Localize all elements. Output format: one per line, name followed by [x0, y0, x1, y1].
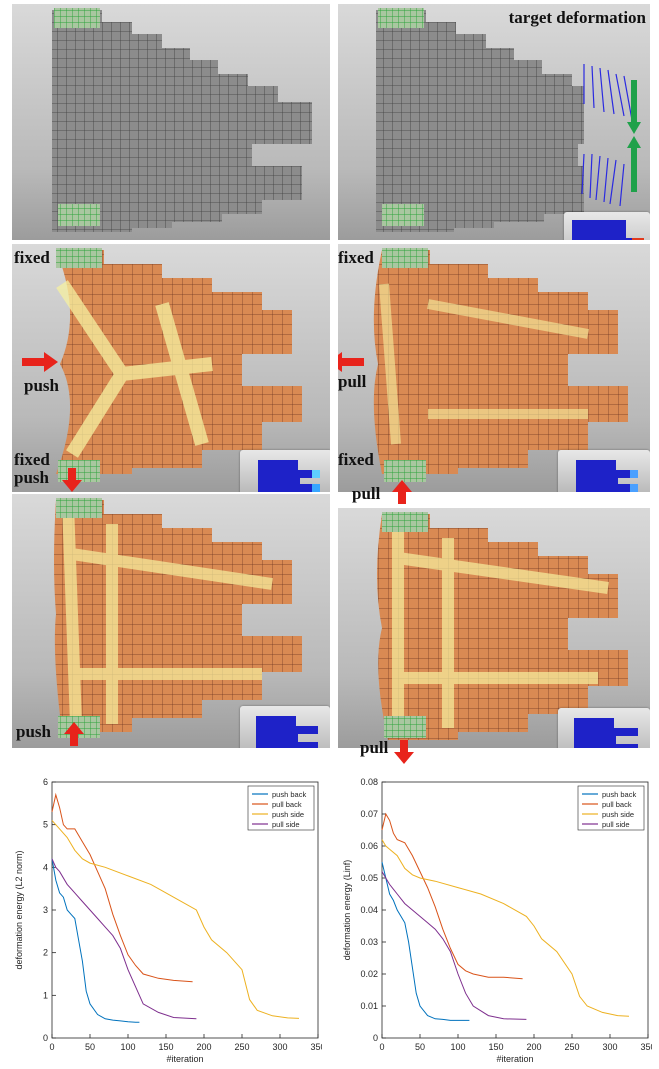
target-mesh	[376, 8, 641, 232]
arrow-up-icon	[64, 722, 84, 746]
arrow-right-icon	[22, 352, 58, 372]
label-push-top: push	[14, 468, 49, 487]
thumbnail-heatmap	[240, 450, 330, 492]
x-tick-label: 150	[488, 1042, 503, 1052]
arrow-up-icon	[392, 480, 412, 504]
arrow-down-icon	[394, 740, 414, 764]
x-tick-label: 50	[85, 1042, 95, 1052]
thumbnail-heatmap	[240, 706, 330, 748]
thumbnail-heatmap	[558, 450, 650, 492]
label-fixed-bottom: fixed	[14, 450, 50, 469]
x-axis-label: #iteration	[496, 1054, 533, 1064]
series-line-push-side	[381, 839, 630, 1017]
x-tick-label: 100	[450, 1042, 465, 1052]
y-tick-label: 0.01	[360, 1001, 378, 1011]
y-axis-label: deformation energy (L2 norm)	[14, 850, 24, 969]
label-push: push	[24, 376, 59, 395]
x-tick-label: 0	[379, 1042, 384, 1052]
arrow-left-icon	[338, 352, 364, 372]
label-pull-bottom: pull	[360, 738, 389, 757]
y-tick-label: 4	[43, 862, 48, 872]
legend-label: pull side	[272, 820, 300, 829]
y-tick-label: 0.05	[360, 873, 378, 883]
legend-label: pull back	[602, 800, 632, 809]
label-pull: pull	[338, 372, 367, 391]
series-line-pull-side	[381, 871, 527, 1020]
x-tick-label: 50	[415, 1042, 425, 1052]
y-tick-label: 0	[373, 1033, 378, 1043]
label-pull-top: pull	[352, 484, 381, 503]
panel-pull-back: fixed pull fixed	[338, 244, 650, 492]
y-tick-label: 3	[43, 905, 48, 915]
label-target-deformation: target deformation	[508, 8, 646, 27]
x-tick-label: 200	[196, 1042, 211, 1052]
x-tick-label: 150	[158, 1042, 173, 1052]
thumbnail-heatmap	[564, 212, 650, 240]
panel-pull-side	[338, 508, 650, 748]
legend	[247, 785, 315, 831]
y-tick-label: 0.04	[360, 905, 378, 915]
deformed-mesh-pull-back	[373, 248, 628, 482]
panel-push-side: push	[12, 494, 330, 748]
series-line-push-side	[51, 820, 300, 1019]
y-tick-label: 0.02	[360, 969, 378, 979]
x-tick-label: 350	[310, 1042, 322, 1052]
legend	[577, 785, 645, 831]
series-line-pull-side	[51, 858, 197, 1020]
x-tick-label: 250	[564, 1042, 579, 1052]
label-fixed-top: fixed	[338, 248, 374, 267]
panel-rest-shape	[12, 4, 330, 240]
y-tick-label: 0.06	[360, 841, 378, 851]
label-fixed-bottom: fixed	[338, 450, 374, 469]
x-tick-label: 200	[526, 1042, 541, 1052]
x-tick-label: 250	[234, 1042, 249, 1052]
y-tick-label: 0.03	[360, 937, 378, 947]
y-tick-label: 6	[43, 777, 48, 787]
target-vectors	[581, 64, 633, 207]
y-tick-label: 0	[43, 1033, 48, 1043]
series-line-push-back	[51, 858, 140, 1023]
rest-mesh	[52, 8, 312, 232]
legend-label: push side	[272, 810, 304, 819]
legend-label: push side	[602, 810, 634, 819]
arrow-down-icon	[627, 122, 641, 134]
x-tick-label: 300	[602, 1042, 617, 1052]
series-line-pull-back	[51, 792, 193, 983]
legend-label: push back	[602, 790, 636, 799]
chart-l2-norm: 0 50 100 150 200 250 300 350 0 1 2 3 4 5 6 #iteration de…	[4, 776, 326, 1064]
chart-linf-svg: 0 50 100 150 200 250 300 350 0 0.01 0.02 0.03 0.04 0.…	[342, 777, 656, 1064]
legend-label: pull back	[272, 800, 302, 809]
y-tick-label: 0.07	[360, 809, 378, 819]
label-fixed-top: fixed	[14, 248, 50, 267]
deformed-mesh-push-back	[56, 248, 302, 482]
arrow-down-icon	[62, 468, 82, 492]
panel-push-back: fixed push fixed	[12, 244, 330, 492]
legend-label: pull side	[602, 820, 630, 829]
series-line-push-back	[381, 861, 470, 1021]
x-tick-label: 350	[640, 1042, 652, 1052]
legend-label: push back	[272, 790, 306, 799]
chart-l2-svg: 0 50 100 150 200 250 300 350 0 1 2 3 4 5 6 #iteration de…	[14, 777, 326, 1064]
arrow-up-icon	[627, 136, 641, 148]
thumbnail-heatmap	[558, 708, 650, 748]
y-axis-label: deformation energy (Linf)	[342, 860, 352, 961]
chart-linf: 0 50 100 150 200 250 300 350 0 0.01 0.02 0.03 0.04 0.…	[334, 776, 656, 1064]
y-tick-label: 0.08	[360, 777, 378, 787]
deformed-mesh-pull-side	[377, 512, 628, 740]
panel-target: target deformation	[338, 4, 650, 240]
label-push-bottom: push	[16, 722, 51, 741]
x-axis-label: #iteration	[166, 1054, 203, 1064]
y-tick-label: 2	[43, 948, 48, 958]
x-tick-label: 0	[49, 1042, 54, 1052]
y-tick-label: 5	[43, 820, 48, 830]
y-tick-label: 1	[43, 990, 48, 1000]
series-line-pull-back	[381, 812, 523, 980]
x-tick-label: 300	[272, 1042, 287, 1052]
x-tick-label: 100	[120, 1042, 135, 1052]
